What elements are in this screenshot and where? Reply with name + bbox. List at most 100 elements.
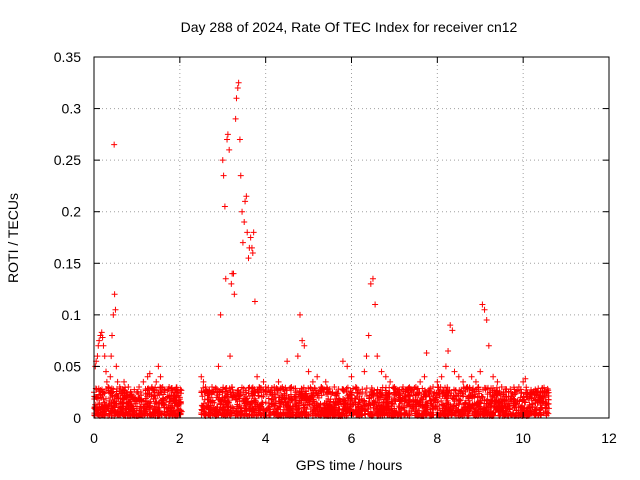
data-point xyxy=(417,378,424,385)
noise-point xyxy=(362,389,369,396)
noise-point xyxy=(317,401,324,408)
data-point xyxy=(262,384,269,391)
noise-point xyxy=(127,411,134,418)
noise-point xyxy=(100,411,107,418)
data-point xyxy=(279,386,286,393)
noise-point xyxy=(199,393,206,400)
noise-point xyxy=(279,409,286,416)
noise-point xyxy=(411,401,418,408)
noise-point xyxy=(455,396,462,403)
noise-point xyxy=(374,386,381,393)
noise-point xyxy=(154,406,161,413)
noise-point xyxy=(340,395,347,402)
data-point xyxy=(331,384,338,391)
data-point xyxy=(109,332,116,339)
noise-point xyxy=(507,396,514,403)
noise-point xyxy=(366,411,373,418)
x-tick-label: 10 xyxy=(515,430,531,446)
noise-point xyxy=(109,393,116,400)
data-point xyxy=(468,373,475,380)
data-point xyxy=(442,363,449,370)
noise-point xyxy=(373,407,380,414)
data-point xyxy=(494,378,501,385)
noise-point xyxy=(474,394,481,401)
noise-point xyxy=(200,410,207,417)
data-point xyxy=(472,378,479,385)
noise-point xyxy=(542,405,549,412)
data-point xyxy=(209,384,216,391)
noise-point xyxy=(217,386,224,393)
data-point xyxy=(113,363,120,370)
noise-point xyxy=(276,412,283,419)
noise-point xyxy=(437,411,444,418)
data-point xyxy=(524,389,531,396)
noise-point xyxy=(119,399,126,406)
noise-point xyxy=(303,388,310,395)
noise-point xyxy=(469,389,476,396)
data-point xyxy=(372,301,379,308)
noise-point xyxy=(406,408,413,415)
noise-point xyxy=(539,400,545,407)
noise-point xyxy=(169,387,176,394)
noise-point xyxy=(307,384,314,391)
x-axis-label: GPS time / hours xyxy=(296,457,403,473)
noise-point xyxy=(259,400,266,407)
noise-point xyxy=(536,407,543,414)
noise-point xyxy=(207,406,214,413)
noise-point xyxy=(110,398,117,405)
data-point xyxy=(155,363,162,370)
data-point xyxy=(110,311,117,318)
noise-point xyxy=(138,408,145,415)
data-point xyxy=(144,373,151,380)
noise-point xyxy=(429,396,436,403)
y-tick-label: 0.3 xyxy=(62,101,82,117)
data-point xyxy=(233,95,240,102)
noise-point xyxy=(496,405,503,412)
noise-point xyxy=(529,410,536,417)
noise-point xyxy=(313,404,320,411)
noise-point xyxy=(414,390,421,397)
noise-point xyxy=(433,394,440,401)
noise-point xyxy=(510,402,517,409)
noise-point xyxy=(344,384,351,391)
noise-point xyxy=(401,411,408,418)
noise-point xyxy=(93,394,100,401)
noise-point xyxy=(444,397,451,404)
noise-point xyxy=(472,406,479,413)
noise-point xyxy=(344,392,351,399)
noise-point xyxy=(168,407,175,414)
data-point xyxy=(363,353,370,360)
noise-point xyxy=(246,407,253,414)
data-point xyxy=(241,219,248,226)
y-tick-label: 0.15 xyxy=(54,255,81,271)
data-point xyxy=(125,384,132,391)
noise-point xyxy=(246,384,253,391)
data-point xyxy=(231,291,238,298)
data-point xyxy=(99,334,106,341)
noise-point xyxy=(243,398,250,405)
noise-point xyxy=(296,405,303,412)
data-point xyxy=(408,389,415,396)
noise-point xyxy=(340,401,347,408)
noise-point xyxy=(458,387,465,394)
noise-point xyxy=(161,409,168,416)
noise-point xyxy=(290,411,297,418)
data-point xyxy=(537,394,544,401)
noise-point xyxy=(97,392,104,399)
data-point xyxy=(294,353,301,360)
noise-point xyxy=(131,386,138,393)
noise-point xyxy=(373,389,380,396)
y-tick-label: 0.35 xyxy=(54,49,81,65)
noise-point xyxy=(281,395,288,402)
noise-point xyxy=(458,406,465,413)
data-point xyxy=(314,373,321,380)
noise-point xyxy=(151,410,158,417)
data-point xyxy=(288,384,295,391)
noise-point xyxy=(107,402,114,409)
noise-point xyxy=(288,397,295,404)
noise-point xyxy=(256,402,263,409)
noise-point xyxy=(314,411,321,418)
data-point xyxy=(206,394,213,401)
noise-point xyxy=(106,410,113,417)
data-point xyxy=(254,373,261,380)
